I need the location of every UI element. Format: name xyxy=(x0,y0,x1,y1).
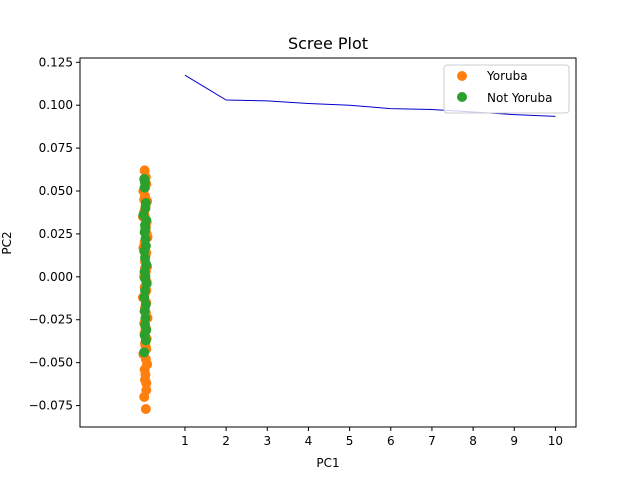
y-tick-label: 0.100 xyxy=(39,98,73,112)
x-tick-label: 4 xyxy=(305,434,313,448)
point-not-yoruba xyxy=(140,273,151,284)
y-tick-label: 0.050 xyxy=(39,184,73,198)
legend-marker-yoruba xyxy=(457,71,467,81)
y-axis-label: PC2 xyxy=(0,231,14,254)
y-tick-label: −0.075 xyxy=(29,399,73,413)
y-tick-label: 0.125 xyxy=(39,55,73,69)
legend-box xyxy=(443,64,570,114)
point-yoruba xyxy=(141,378,152,389)
legend-label-not-yoruba: Not Yoruba xyxy=(487,91,552,105)
y-tick-label: −0.050 xyxy=(29,356,73,370)
point-yoruba xyxy=(140,403,151,414)
point-not-yoruba xyxy=(140,223,151,234)
x-tick-label: 1 xyxy=(181,434,189,448)
y-tick-label: −0.025 xyxy=(29,313,73,327)
x-axis: 1 2 3 4 5 6 7 8 9 10 xyxy=(181,427,563,448)
y-tick-label: 0.075 xyxy=(39,141,73,155)
x-tick-label: 10 xyxy=(548,434,563,448)
x-tick-label: 7 xyxy=(428,434,436,448)
plot-area xyxy=(80,58,576,427)
x-tick-label: 9 xyxy=(510,434,518,448)
y-axis: −0.075 −0.050 −0.025 0.000 0.025 0.050 0.075 0.… xyxy=(29,55,80,413)
x-tick-label: 8 xyxy=(469,434,477,448)
x-tick-label: 2 xyxy=(222,434,230,448)
legend: Yoruba Not Yoruba xyxy=(443,64,570,114)
plot-frame xyxy=(79,57,577,428)
chart-title: Scree Plot xyxy=(288,34,368,53)
x-tick-label: 5 xyxy=(346,434,354,448)
y-tick-label: 0.000 xyxy=(39,270,73,284)
legend-marker-not-yoruba xyxy=(457,92,467,102)
y-tick-label: 0.025 xyxy=(39,227,73,241)
point-not-yoruba xyxy=(139,347,150,358)
point-yoruba xyxy=(139,391,150,402)
legend-label-yoruba: Yoruba xyxy=(486,69,528,83)
point-not-yoruba xyxy=(139,182,150,193)
data-marks xyxy=(137,74,556,414)
x-tick-label: 6 xyxy=(387,434,395,448)
x-axis-label: PC1 xyxy=(316,456,339,470)
x-tick-label: 3 xyxy=(263,434,271,448)
point-not-yoruba xyxy=(140,335,151,346)
